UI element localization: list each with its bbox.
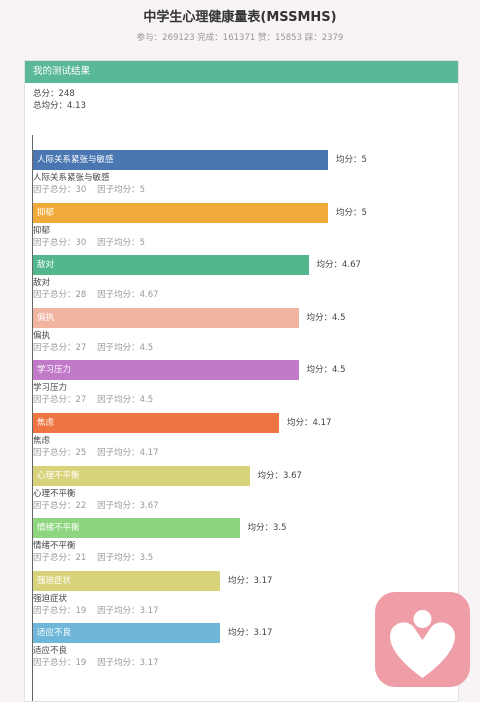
factor-name: 焦虑 <box>33 436 51 446</box>
factor-meta: 因子总分：27 因子均分：4.5 <box>33 342 154 353</box>
factor-bar[interactable]: 敌对 <box>33 255 309 276</box>
factor-bar-label: 学习压力 <box>37 365 72 376</box>
factor-bar-label: 偏执 <box>37 312 55 323</box>
result-header: 我的测试结果 <box>25 61 458 83</box>
factor-meta: 因子总分：30 因子均分：5 <box>33 237 146 248</box>
factor-bar[interactable]: 适应不良 <box>33 623 221 644</box>
factor-average-label: 均分：4.17 <box>287 418 332 428</box>
factor-name: 人际关系紧张与敏感 <box>33 173 110 183</box>
factor-bar[interactable]: 情绪不平衡 <box>33 518 240 539</box>
factor-name: 偏执 <box>33 330 51 341</box>
page-title: 中学生心理健康量表(MSSMHS) <box>143 10 337 25</box>
factor-name: 强迫症状 <box>33 593 68 604</box>
factor-bar[interactable]: 强迫症状 <box>33 570 221 591</box>
factor-meta: 因子总分：25 因子均分：4.17 <box>33 448 159 458</box>
factor-bar-label: 适应不良 <box>37 628 72 639</box>
summary: 总分：248 总均分：4.13 <box>33 88 86 112</box>
factor-bar-label: 心理不平衡 <box>37 470 80 481</box>
factor-average-label: 均分：4.5 <box>306 312 346 323</box>
factor-average-label: 均分：4.5 <box>306 365 346 376</box>
factor-meta: 因子总分：21 因子均分：3.5 <box>33 553 154 564</box>
factor-bar-label: 焦虑 <box>37 418 55 428</box>
factor-chart: 人际关系紧张与敏感 均分：5 人际关系紧张与敏感 因子总分：30 因子均分：5 抑郁 均分… <box>25 61 458 701</box>
factor-average-label: 均分：3.5 <box>247 523 287 534</box>
factor-bar[interactable]: 人际关系紧张与敏感 <box>33 150 328 170</box>
heart-person-icon <box>390 610 455 678</box>
factor-average-label: 均分：4.67 <box>316 260 361 271</box>
chart-axis <box>32 135 33 701</box>
factor-name: 敌对 <box>33 278 51 289</box>
total-average: 总均分：4.13 <box>33 101 86 111</box>
factor-meta: 因子总分：27 因子均分：4.5 <box>33 395 154 406</box>
factor-bar-label: 强迫症状 <box>37 575 72 586</box>
result-card: 我的测试结果 总分：248 总均分：4.13 人际关系紧张与敏感 均分：5 人际关系… <box>24 60 459 702</box>
factor-bar[interactable]: 学习压力 <box>33 360 299 381</box>
factor-name: 适应不良 <box>33 646 68 657</box>
factor-bar[interactable]: 心理不平衡 <box>33 465 250 486</box>
factor-average-label: 均分：5 <box>336 207 367 218</box>
factor-name: 学习压力 <box>33 383 68 394</box>
factor-average-label: 均分：3.17 <box>228 575 273 586</box>
factor-average-label: 均分：3.17 <box>228 628 273 639</box>
factor-meta: 因子总分：28 因子均分：4.67 <box>33 290 159 301</box>
factor-meta: 因子总分：22 因子均分：3.67 <box>33 500 159 511</box>
factor-average-label: 均分：5 <box>336 155 367 165</box>
factor-meta: 因子总分：19 因子均分：3.17 <box>33 605 159 616</box>
factor-bar[interactable]: 焦虑 <box>33 413 280 433</box>
factor-bar-label: 人际关系紧张与敏感 <box>37 155 114 165</box>
factor-bar-label: 抑郁 <box>37 207 55 218</box>
factor-bar-label: 情绪不平衡 <box>37 523 80 534</box>
app-logo[interactable] <box>375 592 470 687</box>
stats-line: 参与：269123 完成：161371 赞：15853 踩：2379 <box>136 33 344 43</box>
factor-name: 心理不平衡 <box>33 488 76 499</box>
factor-bar[interactable]: 偏执 <box>33 307 299 328</box>
factor-average-label: 均分：3.67 <box>257 470 302 481</box>
factor-meta: 因子总分：19 因子均分：3.17 <box>33 658 159 669</box>
factor-name: 抑郁 <box>33 225 51 236</box>
total-score: 总分：248 <box>33 89 75 99</box>
factor-bar-label: 敌对 <box>37 260 55 271</box>
factor-meta: 因子总分：30 因子均分：5 <box>33 185 146 195</box>
factor-name: 情绪不平衡 <box>33 541 76 552</box>
factor-bar[interactable]: 抑郁 <box>33 202 328 223</box>
